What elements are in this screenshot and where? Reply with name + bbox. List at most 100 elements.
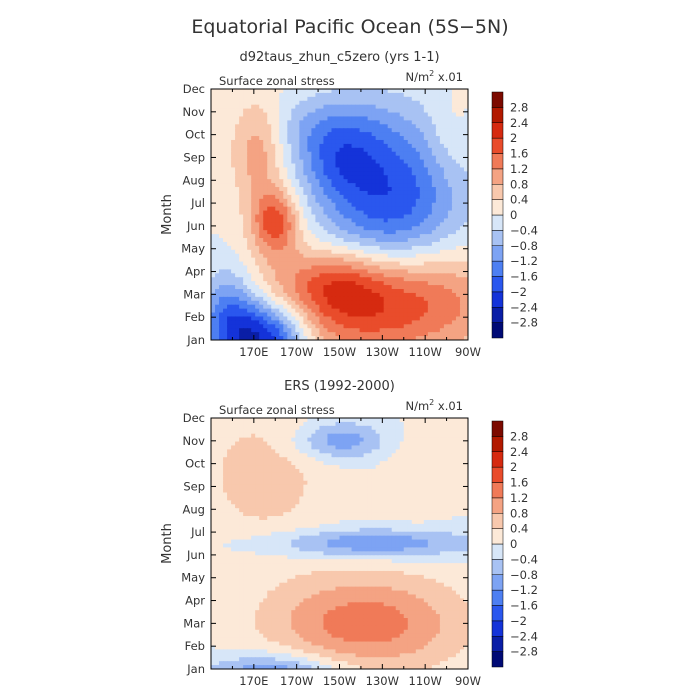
contour-cell — [331, 433, 337, 439]
contour-cell — [243, 465, 248, 470]
contour-cell — [231, 269, 236, 274]
contour-cell — [275, 273, 280, 278]
contour-cell — [239, 457, 244, 462]
contour-cell — [307, 300, 312, 306]
contour-cell — [351, 461, 357, 466]
contour-cell — [343, 214, 349, 220]
contour-cell — [219, 336, 224, 340]
contour-cell — [383, 206, 389, 212]
contour-cell — [295, 194, 300, 200]
contour-cell — [347, 116, 353, 121]
contour-cell — [227, 437, 232, 443]
contour-cell — [427, 277, 433, 282]
contour-cell — [363, 179, 369, 184]
contour-cell — [263, 308, 268, 314]
contour-cell — [211, 214, 216, 220]
contour-cell — [431, 269, 437, 274]
contour-cell — [223, 269, 228, 274]
contour-cell — [399, 198, 405, 204]
contour-cell — [379, 96, 385, 102]
contour-cell — [423, 190, 429, 196]
contour-cell — [375, 273, 381, 278]
contour-cell — [259, 116, 264, 121]
contour-cell — [275, 190, 280, 196]
contour-cell — [259, 245, 264, 251]
contour-cell — [247, 171, 252, 176]
contour-cell — [347, 277, 353, 282]
contour-cell — [239, 190, 244, 196]
contour-cell — [215, 421, 220, 427]
contour-cell — [255, 421, 260, 427]
contour-cell — [391, 292, 397, 298]
contour-cell — [407, 312, 413, 318]
contour-cell — [451, 312, 457, 318]
contour-cell — [447, 418, 453, 423]
contour-cell — [419, 316, 425, 321]
contour-cell — [291, 249, 296, 255]
contour-cell — [259, 253, 264, 259]
contour-cell — [355, 104, 361, 110]
contour-cell — [291, 206, 296, 212]
contour-cell — [287, 292, 292, 298]
contour-cell — [287, 202, 292, 208]
contour-cell — [367, 214, 373, 220]
contour-cell — [267, 285, 272, 290]
contour-cell — [423, 128, 429, 133]
contour-cell — [291, 449, 296, 454]
contour-cell — [351, 324, 357, 329]
contour-cell — [319, 421, 325, 427]
contour-cell — [463, 167, 468, 172]
contour-cell — [391, 289, 397, 294]
contour-cell — [375, 151, 381, 157]
contour-cell — [339, 187, 345, 192]
contour-cell — [215, 261, 220, 267]
contour-cell — [295, 421, 300, 427]
contour-cell — [219, 296, 224, 302]
contour-cell — [331, 96, 337, 102]
contour-cell — [451, 139, 457, 145]
contour-cell — [343, 300, 349, 306]
contour-cell — [335, 312, 341, 318]
contour-cell — [335, 159, 341, 165]
contour-cell — [231, 108, 236, 114]
contour-cell — [311, 249, 317, 255]
contour-cell — [443, 116, 449, 121]
contour-cell — [339, 163, 345, 169]
contour-cell — [411, 249, 417, 255]
contour-cell — [335, 304, 341, 310]
contour-cell — [283, 147, 288, 153]
contour-cell — [303, 425, 308, 431]
contour-cell — [339, 96, 345, 102]
contour-cell — [439, 128, 445, 133]
contour-cell — [247, 461, 252, 466]
contour-cell — [319, 332, 325, 337]
contour-cell — [231, 171, 236, 176]
contour-cell — [435, 425, 441, 431]
contour-cell — [307, 245, 312, 251]
contour-cell — [447, 308, 453, 314]
contour-cell — [387, 159, 393, 165]
contour-cell — [271, 253, 276, 259]
contour-cell — [431, 120, 437, 125]
contour-cell — [331, 183, 337, 188]
contour-cell — [295, 104, 300, 110]
contour-cell — [435, 96, 441, 102]
contour-cell — [263, 96, 268, 102]
contour-cell — [275, 92, 280, 98]
contour-cell — [359, 453, 365, 458]
contour-cell — [411, 226, 417, 231]
contour-cell — [255, 104, 260, 110]
contour-cell — [407, 265, 413, 270]
contour-cell — [359, 308, 365, 314]
contour-cell — [263, 429, 268, 435]
contour-cell — [383, 218, 389, 223]
contour-cell — [375, 320, 381, 325]
contour-cell — [219, 449, 224, 454]
contour-cell — [243, 198, 248, 204]
contour-cell — [291, 441, 296, 447]
contour-cell — [355, 234, 361, 239]
contour-cell — [211, 433, 216, 439]
contour-cell — [291, 465, 296, 470]
contour-cell — [387, 308, 393, 314]
contour-cell — [407, 336, 413, 340]
